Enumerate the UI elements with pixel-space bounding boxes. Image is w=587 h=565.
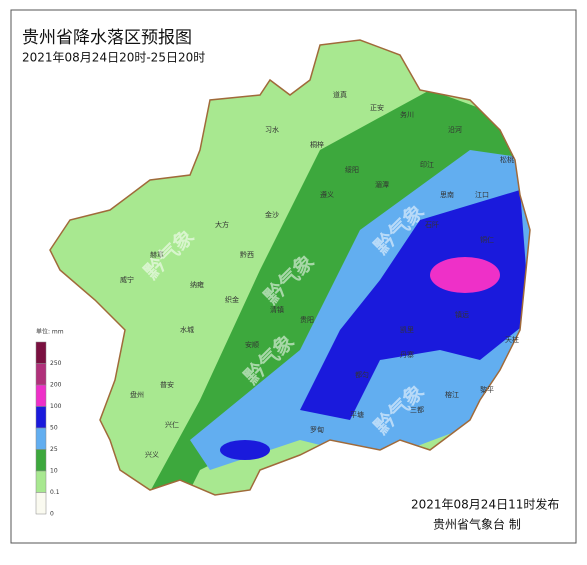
legend-label: 200 [50, 382, 62, 389]
place-label: 水城 [180, 325, 194, 334]
place-label: 清镇 [270, 305, 284, 314]
legend-swatch [35, 341, 47, 364]
legend-swatch [35, 449, 47, 472]
place-label: 黎平 [480, 385, 494, 394]
place-label: 普安 [160, 380, 174, 389]
legend-label: 250 [50, 360, 62, 367]
place-label: 印江 [420, 161, 434, 169]
legend-label: 10 [50, 468, 58, 475]
place-label: 罗甸 [310, 425, 324, 434]
place-label: 兴仁 [165, 420, 179, 429]
place-label: 赫章 [150, 250, 164, 259]
place-label: 都匀 [355, 370, 369, 379]
place-label: 榕江 [445, 390, 459, 399]
place-label: 兴义 [145, 450, 159, 459]
place-label: 沿河 [448, 125, 462, 134]
legend-swatch [35, 427, 47, 450]
legend-label: 0 [50, 511, 54, 518]
legend-swatch [35, 492, 47, 515]
area-rainstorm [220, 440, 270, 460]
place-label: 平塘 [350, 410, 364, 419]
legend-swatch [35, 363, 47, 386]
legend-label: 25 [50, 446, 58, 453]
legend-swatch [35, 470, 47, 493]
place-label: 道真 [333, 90, 347, 99]
place-label: 石阡 [425, 220, 439, 229]
agency: 贵州省气象台 制 [433, 517, 521, 532]
place-label: 天柱 [505, 335, 519, 344]
area-heavy-rainstorm [430, 257, 500, 293]
place-label: 湄潭 [375, 180, 389, 189]
place-label: 纳雍 [190, 280, 204, 289]
place-label: 镇远 [455, 310, 469, 319]
legend-swatch [35, 406, 47, 429]
place-label: 铜仁 [480, 235, 494, 244]
legend-swatch [35, 384, 47, 407]
place-label: 丹寨 [400, 350, 414, 359]
map-title: 贵州省降水落区预报图 [22, 28, 192, 48]
legend-unit: 单位: mm [36, 328, 64, 336]
place-label: 江口 [475, 191, 489, 199]
place-label: 大方 [215, 220, 229, 229]
place-label: 盘州 [130, 390, 144, 399]
place-label: 织金 [225, 295, 239, 304]
issue-time: 2021年08月24日11时发布 [411, 497, 559, 512]
place-label: 黔西 [240, 250, 254, 259]
area-rainstorm [300, 190, 530, 420]
place-label: 务川 [400, 110, 414, 119]
legend-label: 100 [50, 403, 62, 410]
place-label: 绥阳 [345, 165, 359, 174]
place-label: 三都 [410, 406, 424, 414]
province-border [49, 39, 531, 496]
legend-label: 50 [50, 425, 58, 432]
place-label: 威宁 [120, 275, 134, 284]
place-label: 正安 [370, 103, 384, 112]
place-label: 思南 [440, 190, 454, 199]
place-label: 习水 [265, 125, 279, 134]
place-label: 贵阳 [300, 315, 314, 324]
place-label: 遵义 [320, 190, 334, 199]
place-label: 凯里 [400, 325, 414, 334]
place-label: 松桃 [500, 155, 514, 164]
place-label: 安顺 [245, 340, 259, 349]
map-subtitle: 2021年08月24日20时-25日20时 [22, 51, 205, 65]
place-label: 金沙 [265, 210, 279, 219]
place-label: 桐梓 [310, 140, 324, 149]
legend-label: 0.1 [50, 489, 60, 496]
